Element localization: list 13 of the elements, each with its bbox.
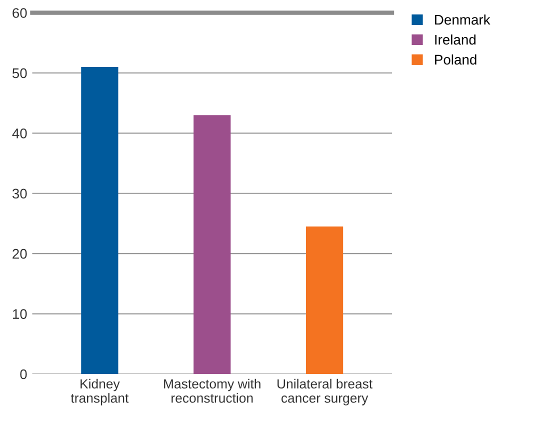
x-tick-label: Kidney transplant xyxy=(70,378,129,406)
y-tick-label: 50 xyxy=(12,68,27,78)
y-tick-label: 40 xyxy=(12,128,27,138)
legend-label: Poland xyxy=(435,54,476,65)
legend-label: Denmark xyxy=(435,14,490,25)
x-tick-label: Mastectomy with reconstruction xyxy=(164,378,260,403)
y-tick-label: 20 xyxy=(12,248,27,259)
y-tick-label: 60 xyxy=(12,8,27,18)
y-tick-label: 30 xyxy=(12,188,27,199)
legend-label: Ireland xyxy=(435,34,476,45)
y-tick-label: 0 xyxy=(20,369,27,380)
y-tick-label: 10 xyxy=(12,309,27,319)
x-tick-label: Unilateral breast cancer surgery xyxy=(278,378,372,406)
